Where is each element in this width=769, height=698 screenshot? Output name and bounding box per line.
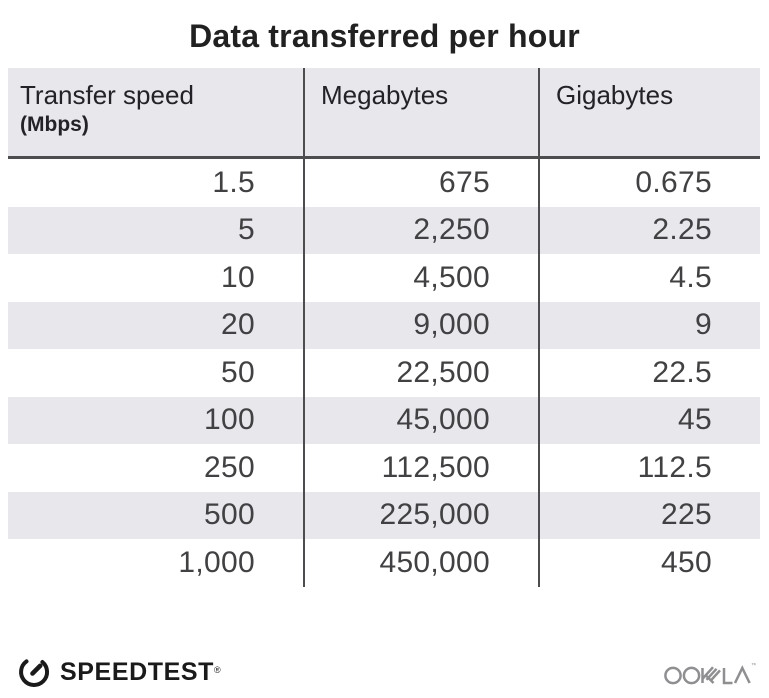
cell-transfer-speed: 10: [221, 260, 255, 294]
table-row: 1.5 675 0.675: [8, 159, 760, 207]
registered-trademark-icon: ®: [214, 665, 221, 675]
cell-transfer-speed: 250: [204, 450, 255, 484]
cell-transfer-speed: 50: [221, 355, 255, 389]
cell-gigabytes: 112.5: [538, 444, 760, 492]
page-title: Data transferred per hour: [189, 18, 580, 54]
cell-transfer-speed: 20: [221, 308, 255, 342]
table-row: 100 45,000 45: [8, 396, 760, 444]
ookla-trademark-icon: ™: [751, 662, 756, 669]
cell-megabytes: 4,500: [303, 254, 538, 302]
speedtest-logo: SPEEDTEST ®: [17, 655, 221, 689]
cell-megabytes: 450,000: [303, 539, 538, 587]
cell-transfer-speed: 5: [238, 213, 255, 247]
speedtest-wordmark: SPEEDTEST: [60, 657, 215, 686]
table-row: 20 9,000 9: [8, 301, 760, 349]
cell-gigabytes: 22.5: [538, 349, 760, 397]
cell-megabytes: 45,000: [303, 396, 538, 444]
cell-megabytes: 112,500: [303, 444, 538, 492]
table-row: 1,000 450,000 450: [8, 539, 760, 587]
ookla-wordmark-icon: ™: [664, 662, 757, 685]
cell-megabytes: 22,500: [303, 349, 538, 397]
table-row: 500 225,000 225: [8, 491, 760, 539]
header-mbps-unit: (Mbps): [20, 113, 89, 136]
speedometer-gauge-icon: [19, 659, 50, 687]
cell-megabytes: 225,000: [303, 491, 538, 539]
header-transfer-speed: Transfer speed (Mbps): [8, 68, 303, 156]
table-header-row: Transfer speed (Mbps) Megabytes Gigabyte…: [8, 68, 760, 159]
cell-gigabytes: 0.675: [538, 159, 760, 207]
header-gigabytes: Gigabytes: [538, 68, 760, 156]
cell-gigabytes: 2.25: [538, 206, 760, 254]
cell-transfer-speed: 500: [204, 498, 255, 532]
data-table: Transfer speed (Mbps) Megabytes Gigabyte…: [8, 68, 760, 587]
cell-gigabytes: 450: [538, 539, 760, 587]
ookla-logo: ™: [664, 658, 757, 693]
table-row: 50 22,500 22.5: [8, 349, 760, 397]
cell-megabytes: 2,250: [303, 206, 538, 254]
cell-transfer-speed: 1,000: [178, 545, 255, 579]
table-row: 250 112,500 112.5: [8, 444, 760, 492]
cell-gigabytes: 225: [538, 491, 760, 539]
cell-transfer-speed: 100: [204, 403, 255, 437]
cell-megabytes: 9,000: [303, 301, 538, 349]
cell-megabytes: 675: [303, 159, 538, 207]
table-body: 1.5 675 0.675 5 2,250 2.25 10 4,500 4.5: [8, 159, 760, 587]
header-megabytes: Megabytes: [303, 68, 538, 156]
cell-transfer-speed: 1.5: [212, 165, 255, 199]
header-transfer-speed-label: Transfer speed: [20, 80, 194, 110]
table-row: 5 2,250 2.25: [8, 206, 760, 254]
cell-gigabytes: 4.5: [538, 254, 760, 302]
cell-gigabytes: 9: [538, 301, 760, 349]
footer: SPEEDTEST ® ™: [0, 648, 769, 698]
table-row: 10 4,500 4.5: [8, 254, 760, 302]
cell-gigabytes: 45: [538, 396, 760, 444]
